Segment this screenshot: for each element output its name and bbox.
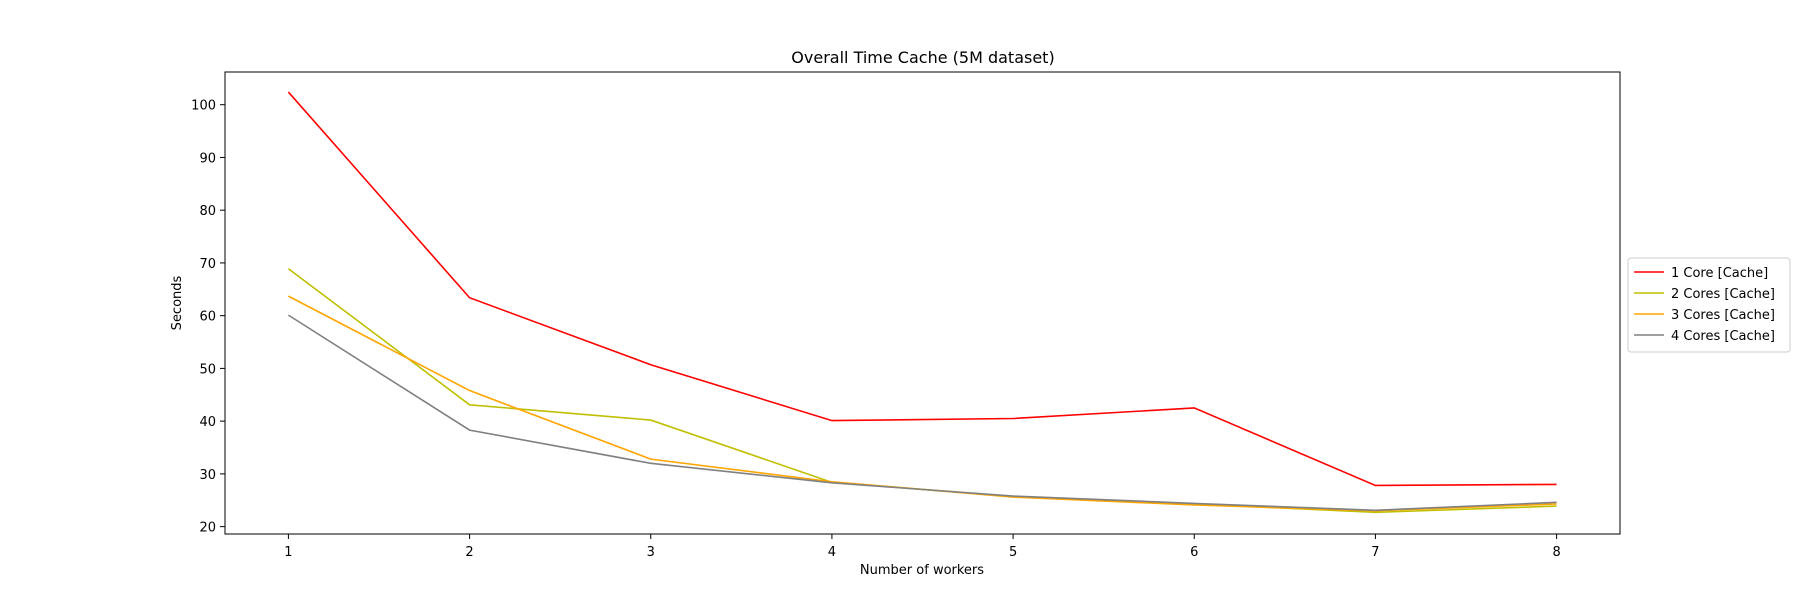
y-tick-label: 70 bbox=[199, 257, 216, 272]
y-tick-label: 60 bbox=[199, 310, 216, 325]
y-axis-label: Seconds bbox=[170, 275, 185, 330]
x-tick-label: 5 bbox=[1009, 545, 1017, 560]
legend-label: 2 Cores [Cache] bbox=[1671, 287, 1775, 302]
legend-box bbox=[1627, 257, 1791, 353]
y-tick-label: 90 bbox=[199, 151, 216, 166]
series-line-4 bbox=[287, 314, 1557, 512]
x-axis-label: Number of workers bbox=[860, 563, 984, 578]
x-tick-label: 6 bbox=[1190, 545, 1198, 560]
plot-area bbox=[287, 91, 1557, 514]
legend-item: 1 Core [Cache] bbox=[1634, 266, 1768, 281]
y-tick-label: 20 bbox=[199, 521, 216, 536]
x-tick-label: 4 bbox=[828, 545, 836, 560]
x-tick-label: 1 bbox=[284, 545, 292, 560]
y-tick-label: 40 bbox=[199, 415, 216, 430]
series-line-3 bbox=[288, 295, 1557, 512]
y-axis-ticks: 20 30 40 50 60 70 80 90 100 bbox=[191, 99, 225, 536]
y-tick-label: 30 bbox=[199, 468, 216, 483]
legend: 1 Core [Cache] 2 Cores [Cache] 3 Cores [Ca… bbox=[1627, 257, 1791, 353]
x-tick-label: 3 bbox=[647, 545, 655, 560]
x-axis-ticks: 1 2 3 4 5 6 7 8 bbox=[284, 534, 1561, 560]
legend-item: 2 Cores [Cache] bbox=[1634, 287, 1775, 302]
legend-label: 4 Cores [Cache] bbox=[1671, 329, 1775, 344]
legend-item: 3 Cores [Cache] bbox=[1634, 308, 1775, 323]
y-tick-label: 80 bbox=[199, 204, 216, 219]
legend-item: 4 Cores [Cache] bbox=[1634, 329, 1775, 344]
series-line-2 bbox=[287, 268, 1557, 514]
plot-frame bbox=[224, 71, 1621, 535]
y-tick-label: 50 bbox=[199, 362, 216, 377]
x-tick-label: 8 bbox=[1552, 545, 1560, 560]
chart-title: Overall Time Cache (5M dataset) bbox=[791, 48, 1054, 67]
x-tick-label: 2 bbox=[465, 545, 473, 560]
legend-label: 1 Core [Cache] bbox=[1671, 266, 1768, 281]
x-tick-label: 7 bbox=[1371, 545, 1379, 560]
legend-label: 3 Cores [Cache] bbox=[1671, 308, 1775, 323]
series-line-1 bbox=[287, 91, 1557, 487]
y-tick-label: 100 bbox=[191, 99, 216, 114]
